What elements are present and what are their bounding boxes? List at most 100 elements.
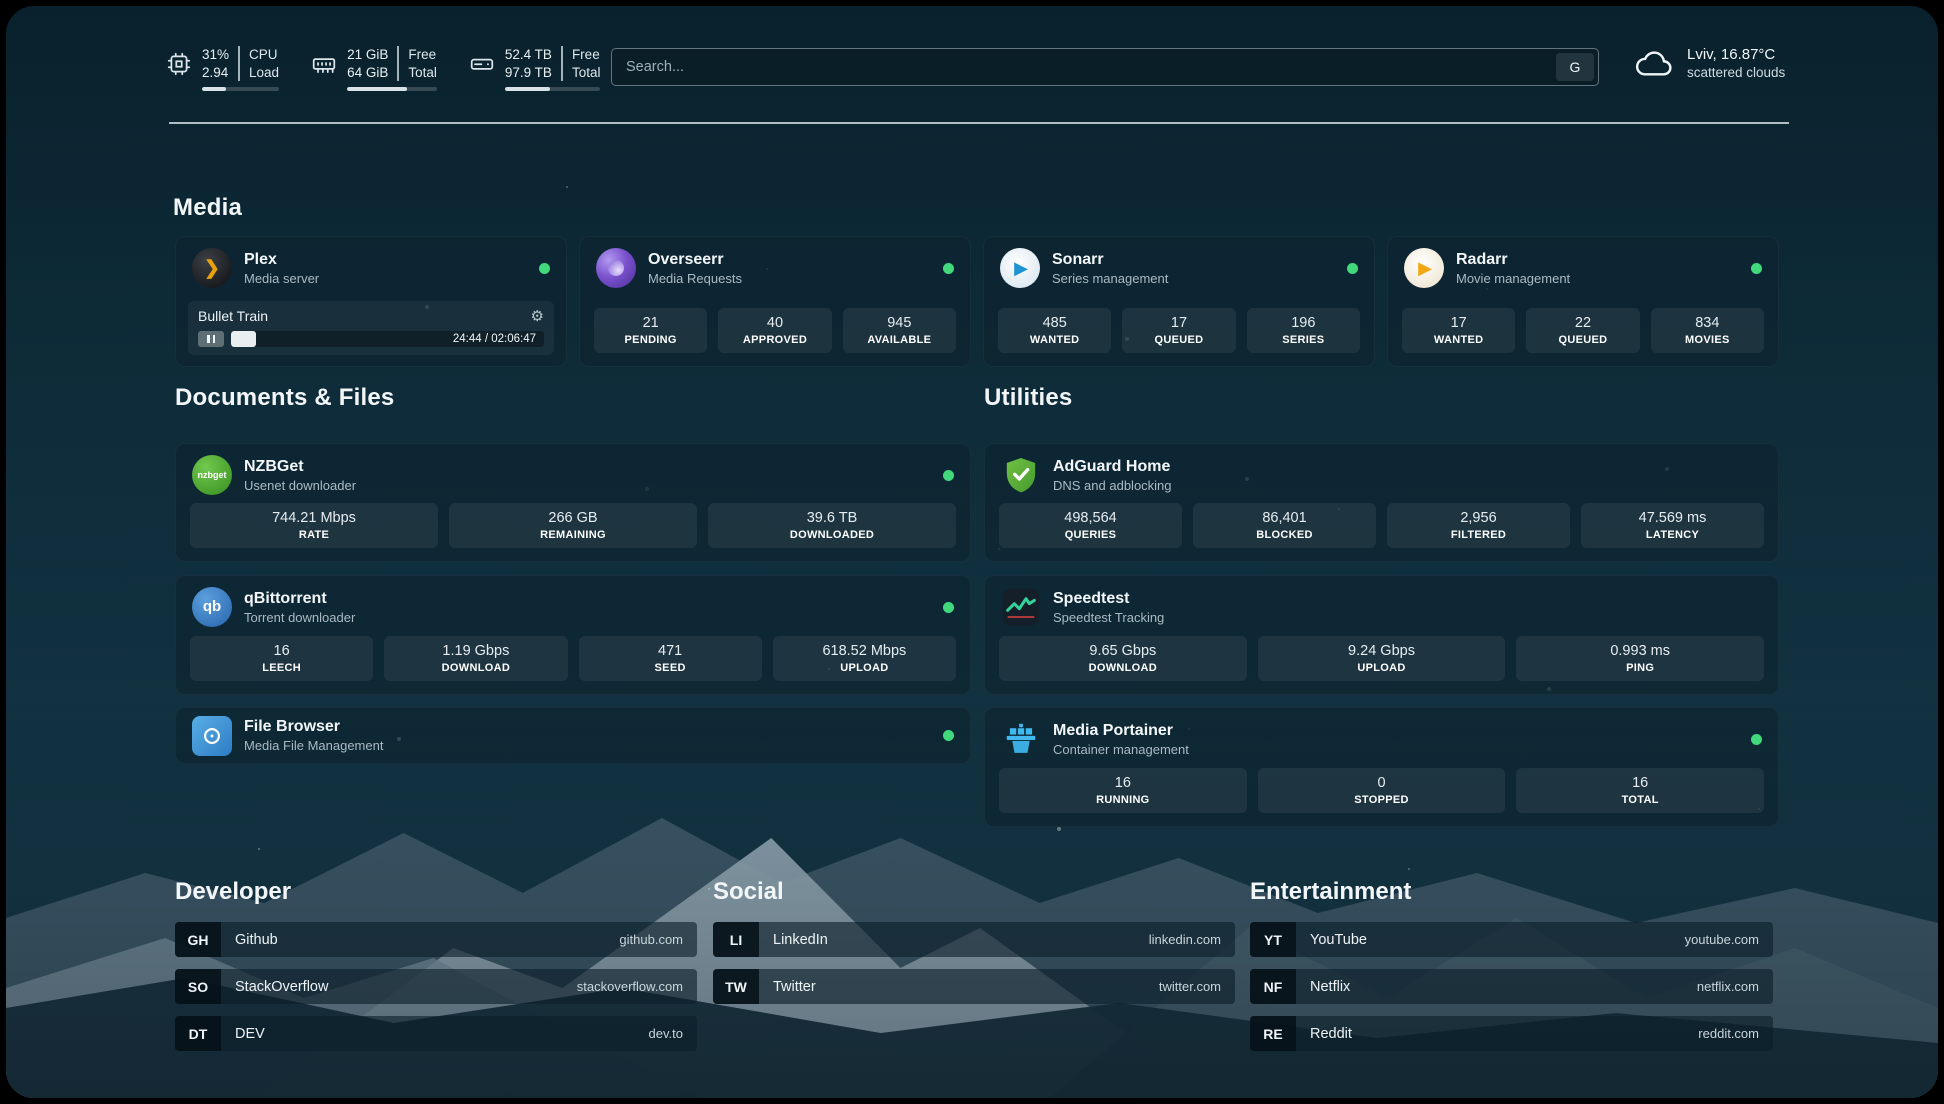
bookmark-reddit[interactable]: RE Reddit reddit.com	[1250, 1016, 1773, 1051]
status-online-dot	[1347, 262, 1358, 274]
cpu-percent-value: 31%	[202, 47, 230, 62]
memory-widget: 21 GiB 64 GiB Free Total	[311, 46, 437, 91]
bookmark-netflix[interactable]: NF Netflix netflix.com	[1250, 969, 1773, 1004]
app-name: Sonarr	[1052, 250, 1104, 268]
bookmark-linkedin[interactable]: LI LinkedIn linkedin.com	[713, 922, 1235, 957]
bookmark-youtube[interactable]: YT YouTube youtube.com	[1250, 922, 1773, 957]
social-bookmarks: Social LI LinkedIn linkedin.com TW Twitt…	[713, 878, 1235, 1004]
cpu-label: CPU	[249, 47, 278, 62]
status-online-dot	[943, 469, 954, 481]
cpu-widget: 31% 2.94 CPU Load	[166, 46, 280, 91]
cpu-icon	[166, 51, 192, 77]
speedtest-icon	[1001, 587, 1041, 627]
pause-button[interactable]	[198, 331, 224, 347]
topbar-divider	[169, 122, 1789, 124]
overseerr-icon	[596, 248, 636, 288]
app-name: Overseerr	[648, 250, 724, 268]
search-engine-button[interactable]: G	[1556, 53, 1594, 81]
status-online-dot	[539, 262, 550, 274]
developer-bookmarks: Developer GH Github github.com SO StackO…	[175, 878, 697, 1051]
sonarr-icon: ▶	[1000, 248, 1040, 288]
stat-stopped: 0 STOPPED	[1257, 768, 1506, 813]
weather-location: Lviv, 16.87°C	[1687, 46, 1776, 63]
bookmark-url: github.com	[619, 932, 683, 947]
stat-wanted: 17 WANTED	[1402, 308, 1516, 353]
weather-condition: scattered clouds	[1687, 65, 1786, 80]
app-card-speedtest[interactable]: Speedtest Speedtest Tracking 9.65 Gbps D…	[984, 575, 1779, 695]
bookmark-abbr: GH	[175, 922, 221, 957]
developer-section-title: Developer	[175, 878, 292, 905]
stat-series: 196 SERIES	[1246, 308, 1360, 353]
search-input[interactable]	[612, 49, 1556, 85]
status-online-dot	[1751, 733, 1762, 745]
cpu-load-value: 2.94	[202, 65, 229, 80]
stat-download: 1.19 Gbps DOWNLOAD	[384, 636, 568, 681]
stat-seed: 471 SEED	[578, 636, 762, 681]
bookmark-dev[interactable]: DT DEV dev.to	[175, 1016, 697, 1051]
app-subtitle: Container management	[1053, 741, 1189, 757]
disk-icon	[469, 51, 495, 77]
plex-now-playing-panel: Bullet Train ⚙ 24:44 / 02:06:47	[188, 301, 554, 355]
app-subtitle: Speedtest Tracking	[1053, 609, 1165, 625]
app-card-adguard[interactable]: AdGuard Home DNS and adblocking 498,564 …	[984, 443, 1779, 562]
stat-wanted: 485 WANTED	[998, 308, 1112, 353]
app-subtitle: Movie management	[1456, 270, 1571, 286]
entertainment-section-title: Entertainment	[1250, 878, 1412, 905]
bookmark-twitter[interactable]: TW Twitter twitter.com	[713, 969, 1235, 1004]
app-card-nzbget[interactable]: nzbget NZBGet Usenet downloader 744.21 M…	[175, 443, 971, 562]
stat-movies: 834 MOVIES	[1650, 308, 1764, 353]
dashboard-window: 31% 2.94 CPU Load	[6, 6, 1938, 1098]
sonarr-play-glyph: ▶	[1014, 258, 1028, 278]
app-name: Media Portainer	[1053, 721, 1174, 739]
social-section-title: Social	[713, 878, 784, 905]
app-name: NZBGet	[244, 457, 304, 475]
entertainment-bookmarks: Entertainment YT YouTube youtube.com NF …	[1250, 878, 1773, 1051]
bookmark-url: dev.to	[648, 1026, 683, 1041]
plex-chevron-glyph: ❯	[204, 257, 220, 279]
app-subtitle: DNS and adblocking	[1053, 477, 1172, 493]
stat-latency: 47.569 ms LATENCY	[1581, 503, 1764, 548]
nzbget-stats: 744.21 Mbps RATE 266 GB REMAINING 39.6 T…	[176, 503, 970, 561]
plex-icon: ❯	[192, 248, 232, 288]
app-card-sonarr[interactable]: ▶ Sonarr Series management 485 WANTED 17	[983, 236, 1375, 367]
app-card-filebrowser[interactable]: File Browser Media File Management	[175, 707, 971, 764]
stat-pending: 21 PENDING	[594, 308, 708, 353]
qbittorrent-icon: qb	[192, 587, 232, 627]
app-card-plex[interactable]: ❯ Plex Media server Bullet Train ⚙	[175, 236, 567, 367]
bookmark-abbr: NF	[1250, 969, 1296, 1004]
stat-upload: 618.52 Mbps UPLOAD	[772, 636, 956, 681]
app-card-overseerr[interactable]: Overseerr Media Requests 21 PENDING 40 A…	[579, 236, 971, 367]
bookmark-url: stackoverflow.com	[576, 979, 683, 994]
bookmark-name: YouTube	[1310, 931, 1367, 948]
bookmark-github[interactable]: GH Github github.com	[175, 922, 697, 957]
disk-free-label: Free	[571, 47, 600, 62]
radarr-play-glyph: ▶	[1418, 258, 1432, 278]
memory-total-value: 64 GiB	[347, 65, 389, 80]
stat-queued: 17 QUEUED	[1122, 308, 1236, 353]
app-subtitle: Media server	[244, 270, 320, 286]
now-playing-title: Bullet Train	[198, 308, 269, 324]
app-card-portainer[interactable]: Media Portainer Container management 16 …	[984, 707, 1779, 827]
stat-filtered: 2,956 FILTERED	[1387, 503, 1570, 548]
app-card-radarr[interactable]: ▶ Radarr Movie management 17 WANTED 22	[1387, 236, 1779, 367]
playback-progress-bar[interactable]: 24:44 / 02:06:47	[231, 331, 544, 347]
stat-download: 9.65 Gbps DOWNLOAD	[999, 636, 1247, 681]
app-subtitle: Media File Management	[244, 738, 384, 753]
cloud-icon	[1634, 47, 1676, 79]
nzbget-icon: nzbget	[192, 455, 232, 495]
utilities-section-title: Utilities	[984, 384, 1073, 411]
gear-icon[interactable]: ⚙	[530, 307, 544, 325]
memory-total-label: Total	[408, 65, 437, 80]
bookmark-stackoverflow[interactable]: SO StackOverflow stackoverflow.com	[175, 969, 697, 1004]
adguard-stats: 498,564 QUERIES 86,401 BLOCKED 2,956 FIL…	[985, 503, 1778, 561]
portainer-stats: 16 RUNNING 0 STOPPED 16 TOTAL	[985, 768, 1778, 826]
app-card-qbittorrent[interactable]: qb qBittorrent Torrent downloader 16 LEE…	[175, 575, 971, 695]
bookmark-name: Github	[235, 931, 278, 948]
qbittorrent-stats: 16 LEECH 1.19 Gbps DOWNLOAD 471 SEED 618…	[176, 636, 970, 694]
memory-free-label: Free	[408, 47, 437, 62]
disk-free-value: 52.4 TB	[504, 47, 552, 62]
app-subtitle: Series management	[1052, 270, 1169, 286]
playback-time: 24:44 / 02:06:47	[452, 333, 536, 345]
media-card-row: ❯ Plex Media server Bullet Train ⚙	[175, 236, 1779, 367]
memory-free-value: 21 GiB	[347, 47, 389, 62]
